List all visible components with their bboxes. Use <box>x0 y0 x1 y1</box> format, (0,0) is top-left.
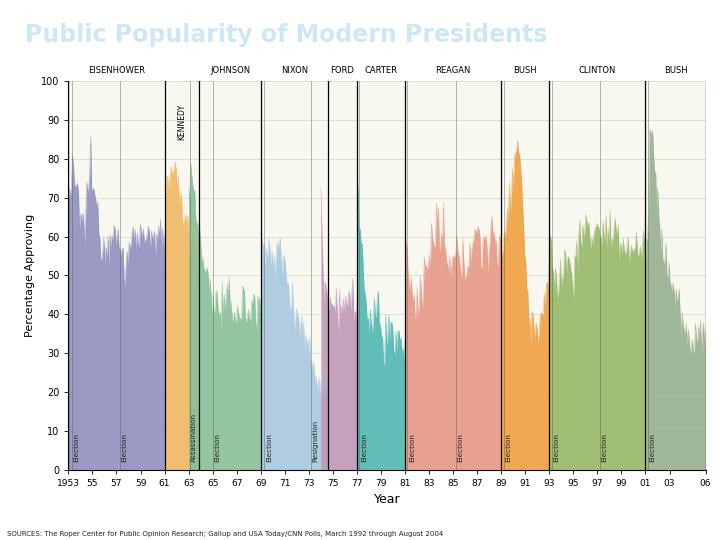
Text: Election: Election <box>649 433 655 462</box>
Text: Election: Election <box>457 433 463 462</box>
Text: Election: Election <box>505 433 511 462</box>
Text: Election: Election <box>266 433 272 462</box>
Text: Public Popularity of Modern Presidents: Public Popularity of Modern Presidents <box>25 23 548 47</box>
Y-axis label: Percentage Approving: Percentage Approving <box>25 214 35 337</box>
Text: REAGAN: REAGAN <box>436 66 471 75</box>
Text: Election: Election <box>601 433 607 462</box>
Text: NIXON: NIXON <box>281 66 308 75</box>
Text: JOHNSON: JOHNSON <box>210 66 250 75</box>
X-axis label: Year: Year <box>374 494 400 507</box>
Text: Election: Election <box>409 433 415 462</box>
Text: Election: Election <box>122 433 127 462</box>
Text: CARTER: CARTER <box>364 66 397 75</box>
Text: BUSH: BUSH <box>513 66 537 75</box>
Text: Resignation: Resignation <box>312 420 319 462</box>
Text: Election: Election <box>361 433 366 462</box>
Text: Assassination: Assassination <box>192 413 197 462</box>
Text: CLINTON: CLINTON <box>579 66 616 75</box>
Text: Election: Election <box>553 433 559 462</box>
Text: Election: Election <box>73 433 79 462</box>
Text: EISENHOWER: EISENHOWER <box>88 66 145 75</box>
Text: SOURCES: The Roper Center for Public Opinion Research; Gallup and USA Today/CNN : SOURCES: The Roper Center for Public Opi… <box>7 531 444 537</box>
Text: BUSH: BUSH <box>664 66 688 75</box>
Text: KENNEDY: KENNEDY <box>178 104 186 140</box>
Text: Election: Election <box>214 433 220 462</box>
Text: FORD: FORD <box>330 66 354 75</box>
